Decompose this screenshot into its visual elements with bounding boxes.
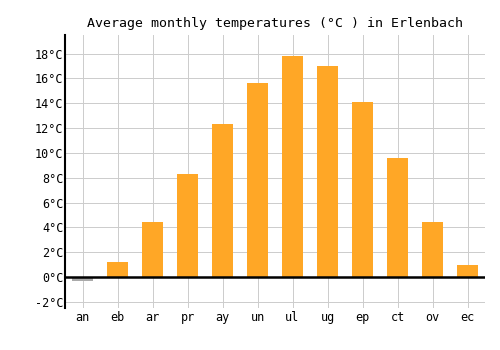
Bar <box>282 56 303 277</box>
Bar <box>177 174 198 277</box>
Bar <box>142 222 163 277</box>
Bar <box>387 158 408 277</box>
Bar <box>212 124 233 277</box>
Bar <box>72 277 93 281</box>
Bar <box>317 66 338 277</box>
Bar <box>457 265 478 277</box>
Bar <box>352 102 373 277</box>
Bar <box>422 222 443 277</box>
Bar <box>247 83 268 277</box>
Title: Average monthly temperatures (°C ) in Erlenbach: Average monthly temperatures (°C ) in Er… <box>87 17 463 30</box>
Bar <box>107 262 128 277</box>
